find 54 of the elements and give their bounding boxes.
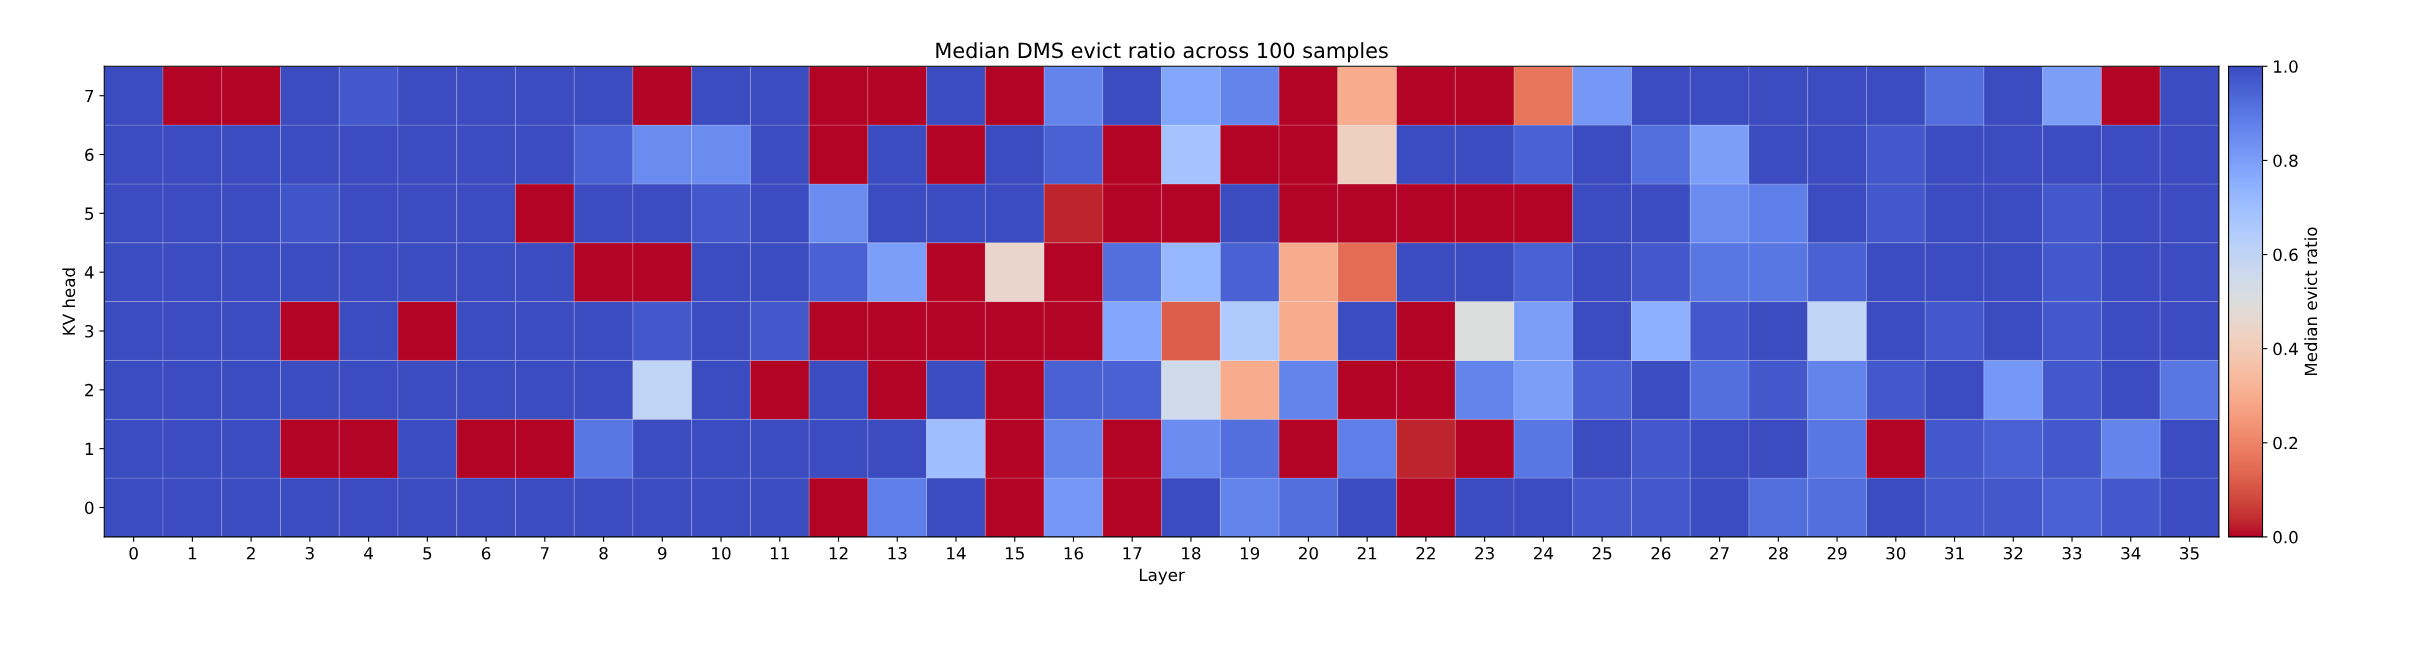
x-tick-label: 8 — [599, 546, 608, 560]
x-tick-label: 19 — [1240, 546, 1260, 560]
x-tick-label: 21 — [1357, 546, 1377, 560]
x-tick-label: 22 — [1416, 546, 1435, 560]
y-tick-label: 2 — [85, 383, 93, 397]
y-tick-label: 0 — [85, 501, 94, 515]
x-tick-label: 16 — [1064, 546, 1084, 560]
color-bar-title: Median evict ratio — [2304, 227, 2318, 376]
x-tick-label: 34 — [2121, 546, 2141, 560]
x-tick-label: 23 — [1475, 546, 1494, 560]
x-tick-label: 25 — [1592, 546, 1612, 560]
x-tick-label: 2 — [247, 546, 255, 560]
x-tick-label: 27 — [1710, 546, 1729, 560]
x-tick-label: 35 — [2180, 546, 2199, 560]
x-tick-label: 12 — [829, 546, 848, 560]
y-axis-title: KV head — [62, 268, 76, 335]
color-bar-label: 0.6 — [2273, 248, 2298, 262]
x-tick-label: 11 — [771, 547, 789, 560]
x-tick-label: 13 — [888, 546, 907, 560]
color-bar-label: 0.8 — [2273, 154, 2298, 167]
x-tick-label: 5 — [423, 547, 432, 560]
y-tick-label: 1 — [85, 442, 94, 455]
x-tick-label: 7 — [540, 547, 549, 560]
y-tick-label: 4 — [84, 266, 94, 279]
x-tick-label: 18 — [1182, 546, 1201, 560]
color-bar-label: 1.0 — [2274, 60, 2298, 73]
x-tick-label: 14 — [947, 547, 966, 560]
color-bar-label: 0.4 — [2273, 342, 2298, 356]
x-tick-label: 9 — [658, 546, 667, 560]
x-tick-label: 20 — [1299, 546, 1318, 560]
x-tick-label: 15 — [1005, 547, 1024, 560]
chart-title: Median DMS evict ratio across 100 samples — [936, 42, 1388, 63]
color-bar-label: 0.0 — [2273, 530, 2298, 544]
y-tick-label: 7 — [85, 89, 94, 103]
x-tick-label: 17 — [1123, 547, 1142, 560]
x-tick-label: 24 — [1534, 546, 1554, 560]
x-tick-label: 33 — [2062, 546, 2082, 560]
x-tick-label: 4 — [364, 547, 373, 560]
x-tick-label: 10 — [712, 546, 731, 560]
x-tick-label: 29 — [1827, 546, 1847, 560]
x-axis-title: Layer — [1139, 568, 1185, 585]
x-tick-label: 32 — [2003, 546, 2023, 560]
x-tick-label: 28 — [1768, 546, 1788, 560]
y-tick-label: 5 — [85, 207, 94, 220]
x-tick-label: 26 — [1651, 546, 1671, 560]
y-tick-label: 6 — [85, 148, 94, 162]
x-tick-label: 30 — [1886, 546, 1906, 560]
x-tick-label: 0 — [129, 546, 138, 560]
x-tick-label: 1 — [188, 547, 197, 560]
x-tick-label: 6 — [481, 546, 491, 560]
y-tick-label: 3 — [85, 324, 94, 338]
x-tick-label: 3 — [305, 546, 314, 560]
x-tick-label: 31 — [1945, 546, 1964, 560]
color-bar-label: 0.2 — [2273, 436, 2298, 450]
